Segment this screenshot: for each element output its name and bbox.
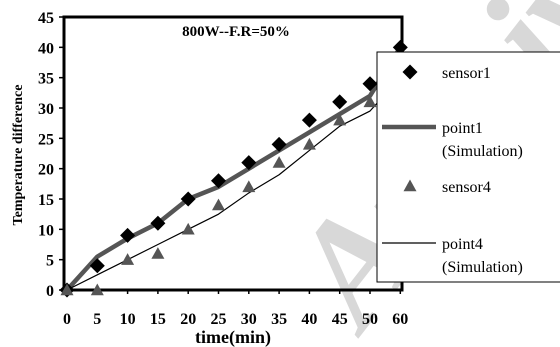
data-point [150,215,166,231]
data-point [181,222,195,235]
y-tick-label: 10 [38,222,54,239]
legend-label: sensor4 [442,179,491,196]
x-axis-title: time(min) [195,327,271,347]
legend-box [376,51,560,283]
data-point [332,94,348,110]
data-point [60,283,74,296]
data-point [151,247,165,259]
legend-swatch [402,64,418,80]
data-point [271,136,287,152]
series-line [64,45,403,293]
y-axis-title: Temperature difference [11,85,26,226]
data-point [242,180,256,193]
data-point [363,95,377,108]
y-tick-label: 45 [38,10,54,27]
x-tick-label: 15 [150,311,166,328]
x-tick-label: 20 [180,311,196,328]
series-layer [59,39,408,298]
plot-area: 800W--F.R=50% [62,15,404,292]
y-tick-label: 30 [38,101,54,118]
data-point [392,39,408,55]
data-point [333,113,347,126]
x-tick-label: 40 [301,311,317,328]
legend-swatch [403,179,417,192]
data-point [120,227,136,243]
x-tick-label: 10 [120,311,136,328]
data-point [121,253,135,265]
data-point [90,283,104,296]
x-tick-label: 45 [332,311,348,328]
data-point [241,155,257,171]
y-tick-label: 40 [38,40,54,57]
y-tick-label: 5 [46,253,54,270]
x-tick-label: 5 [93,311,101,328]
legend-item: point4 (Simulation) [382,236,523,276]
y-tick-label: 0 [46,283,54,300]
data-point [212,198,225,211]
series-1 [64,45,403,293]
x-tick-label: 0 [63,311,71,328]
y-tick-label: 25 [38,131,54,148]
legend-label: point1 [442,120,483,137]
x-tick-label: 25 [211,311,227,328]
axes: 0 5 10 15 20 25 30 35 40 45 0 5 10 15 20 25 30 35 40 45 50 60 [38,10,408,328]
chart-title-box [160,19,310,41]
y-tick-label: 15 [38,192,54,209]
legend-label: sensor1 [442,65,491,82]
data-point [301,112,317,128]
legend-item: sensor4 [403,179,491,196]
y-tick-label: 35 [38,71,54,88]
data-point [180,191,196,207]
x-tick-label: 35 [271,311,287,328]
x-tick-label: 50 [362,311,378,328]
legend-label: point4 [442,236,483,253]
x-tick-label: 30 [241,311,257,328]
legend-item: sensor1 [402,64,491,82]
x-tick-label: 60 [392,311,408,328]
data-point [302,137,316,150]
legend-item: point1 (Simulation) [382,120,523,160]
chart-title: 800W--F.R=50% [182,24,290,40]
legend-label: (Simulation) [442,143,523,160]
data-point [89,258,105,274]
data-point [211,173,226,189]
legend: sensor1 point1 (Simulation) sensor4 point4 (S… [376,51,560,283]
data-point [362,76,378,92]
y-tick-label: 20 [38,162,54,179]
data-point [272,156,286,168]
legend-label: (Simulation) [442,259,523,276]
